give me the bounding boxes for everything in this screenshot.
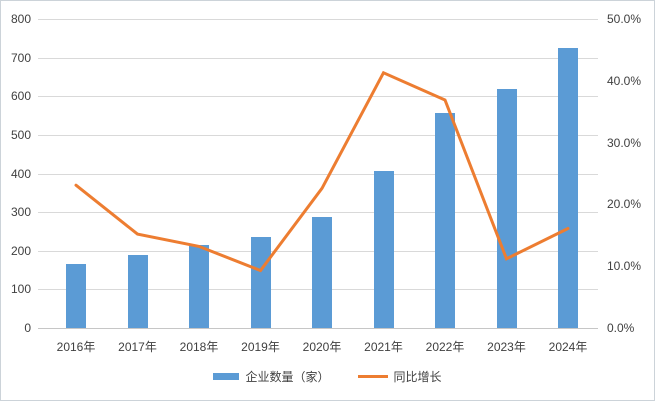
gridline	[38, 57, 598, 59]
x-axis-label: 2018年	[179, 340, 219, 354]
bar-legend-label: 企业数量（家）	[245, 369, 330, 384]
gridline	[38, 173, 598, 175]
left-axis-tick: 200	[10, 243, 31, 258]
legend-item-enterprise-count: 企业数量（家）	[213, 368, 330, 385]
left-axis-tick: 600	[10, 89, 31, 104]
right-axis-tick: 0.0%	[607, 321, 635, 335]
bar-2022年	[435, 112, 455, 328]
bar-2018年	[189, 245, 209, 328]
bar-2023年	[496, 88, 517, 328]
bar-2024年	[558, 48, 578, 328]
line-legend-label: 同比增长	[393, 369, 442, 384]
right-axis-tick: 30.0%	[607, 135, 642, 150]
x-axis-label: 2019年	[241, 340, 280, 354]
left-axis-tick: 0	[24, 321, 31, 335]
left-axis-tick: 800	[10, 12, 31, 26]
right-axis-tick: 50.0%	[607, 12, 642, 26]
bar-2019年	[250, 237, 271, 328]
x-axis-label: 2020年	[302, 340, 342, 354]
gridline	[38, 19, 598, 20]
left-axis-tick: 100	[10, 282, 31, 297]
x-axis-label: 2022年	[425, 340, 465, 354]
bar-2016年	[66, 264, 86, 328]
bar-2021年	[373, 170, 394, 328]
line-legend-swatch-icon	[357, 374, 388, 378]
x-axis-label: 2017年	[118, 340, 157, 354]
bar-2020年	[312, 216, 332, 328]
left-axis-tick: 300	[10, 205, 31, 220]
right-axis-tick: 10.0%	[607, 259, 642, 274]
legend: 企业数量（家） 同比增长	[1, 367, 654, 385]
gridline	[38, 96, 598, 98]
gridline	[38, 212, 598, 214]
bar-2017年	[127, 254, 148, 328]
x-axis-label: 2021年	[364, 340, 403, 354]
bar-legend-swatch-icon	[213, 372, 240, 380]
x-axis-label: 2016年	[56, 340, 96, 354]
right-axis-tick: 20.0%	[607, 197, 642, 212]
right-axis-tick: 40.0%	[607, 73, 642, 88]
left-axis-tick: 400	[10, 166, 31, 181]
gridline	[38, 134, 598, 136]
x-axis-line	[38, 328, 598, 329]
legend-item-yoy-growth: 同比增长	[357, 368, 442, 385]
x-axis-label: 2024年	[548, 340, 588, 354]
x-axis-label: 2023年	[487, 340, 526, 354]
left-axis-tick: 500	[10, 127, 31, 142]
left-axis-tick: 700	[10, 50, 31, 65]
yoy-growth-polyline	[74, 70, 570, 273]
